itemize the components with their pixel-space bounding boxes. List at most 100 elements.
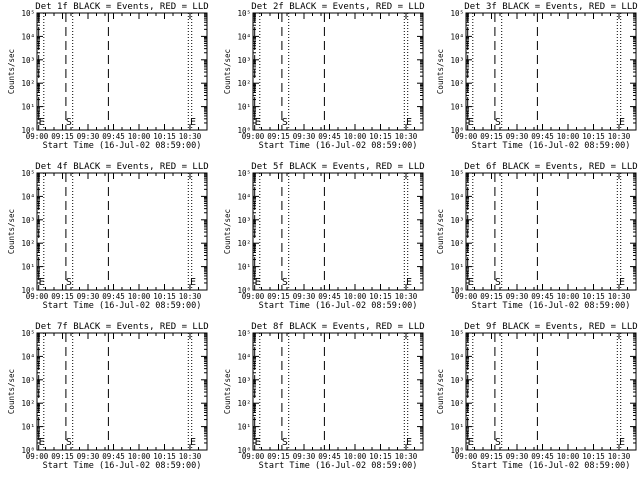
x-axis-label: Start Time (16-Jul-02 08:59:00) [472,461,631,471]
interval-marker: E [39,437,45,448]
plot-title: Det 8f BLACK = Events, RED = LLD [251,322,424,332]
y-tick-label: 10⁵ [237,329,251,338]
x-tick-label: 10:00 [557,292,580,301]
y-tick-label: 10⁵ [21,9,35,18]
x-tick-label: 10:30 [179,292,202,301]
x-tick-label: 10:30 [395,452,418,461]
y-tick-label: 10⁰ [450,286,464,295]
x-tick-label: 09:00 [26,452,49,461]
y-tick-label: 10⁰ [21,446,35,455]
y-tick-label: 10³ [450,216,464,225]
y-tick-label: 10⁵ [21,329,35,338]
x-axis-label: Start Time (16-Jul-02 08:59:00) [43,461,202,471]
x-tick-label: 09:00 [455,452,478,461]
y-tick-label: 10¹ [21,423,35,432]
x-tick-label: 09:15 [480,452,503,461]
x-tick-label: 10:00 [344,452,367,461]
y-tick-label: 10³ [450,376,464,385]
y-tick-label: 10² [21,79,35,88]
x-tick-label: 09:15 [51,452,74,461]
y-tick-label: 10¹ [21,103,35,112]
x-tick-label: 10:30 [395,132,418,141]
x-tick-label: 09:00 [26,132,49,141]
x-tick-label: 09:30 [77,452,100,461]
x-tick-label: 10:00 [128,452,151,461]
x-tick-label: 09:00 [455,292,478,301]
x-tick-label: 09:45 [102,132,125,141]
y-tick-label: 10² [21,399,35,408]
plot-title: Det 4f BLACK = Events, RED = LLD [35,162,208,172]
x-tick-label: 09:30 [506,292,529,301]
plot-frame [465,12,637,131]
y-tick-label: 10¹ [237,423,251,432]
x-tick-label: 09:15 [480,292,503,301]
y-tick-label: 10¹ [450,423,464,432]
y-tick-label: 10⁴ [450,192,464,201]
interval-marker: E [190,277,196,288]
x-tick-label: 09:30 [506,452,529,461]
y-axis-label: Counts/sec [7,49,16,94]
interval-marker: S [495,117,501,128]
y-tick-label: 10³ [21,216,35,225]
x-tick-label: 09:30 [293,452,316,461]
interval-marker: S [66,117,72,128]
x-axis-label: Start Time (16-Jul-02 08:59:00) [259,461,418,471]
x-tick-label: 09:15 [480,132,503,141]
y-tick-label: 10² [450,239,464,248]
y-axis-label: Counts/sec [223,49,232,94]
plot-frame [465,172,637,291]
interval-marker: E [468,437,474,448]
x-tick-label: 10:00 [344,132,367,141]
x-tick-label: 10:00 [128,132,151,141]
interval-marker: S [66,437,72,448]
detector-panel: Det 3f BLACK = Events, RED = LLD 10⁰ 10¹ 10… [436,2,638,151]
x-tick-label: 10:00 [128,292,151,301]
y-tick-label: 10⁴ [237,352,251,361]
x-tick-label: 09:00 [455,132,478,141]
y-tick-label: 10⁵ [237,9,251,18]
interval-marker: E [619,117,625,128]
x-axis-label: Start Time (16-Jul-02 08:59:00) [43,301,202,311]
y-tick-label: 10⁴ [237,192,251,201]
x-tick-label: 09:15 [267,452,290,461]
y-tick-label: 10⁴ [450,32,464,41]
x-axis-label: Start Time (16-Jul-02 08:59:00) [43,141,202,151]
x-axis-label: Start Time (16-Jul-02 08:59:00) [259,301,418,311]
y-tick-label: 10³ [21,376,35,385]
y-tick-label: 10⁴ [237,32,251,41]
y-tick-label: 10⁰ [450,446,464,455]
interval-marker: E [255,437,261,448]
y-tick-label: 10² [237,239,251,248]
plot-frame [36,332,208,451]
y-tick-label: 10⁰ [450,126,464,135]
interval-marker: E [406,437,412,448]
x-tick-label: 10:15 [153,292,176,301]
y-tick-label: 10² [237,79,251,88]
interval-marker: E [255,277,261,288]
x-tick-label: 10:30 [608,132,631,141]
interval-marker: S [282,277,288,288]
x-tick-label: 10:30 [395,292,418,301]
y-tick-label: 10⁴ [450,352,464,361]
detector-panel: Det 1f BLACK = Events, RED = LLD 10⁰ 10¹ 10… [7,2,209,151]
y-tick-label: 10⁴ [21,192,35,201]
x-tick-label: 09:45 [531,452,554,461]
x-tick-label: 10:30 [179,132,202,141]
y-tick-label: 10⁰ [237,126,251,135]
plot-title: Det 9f BLACK = Events, RED = LLD [464,322,637,332]
x-tick-label: 09:45 [531,292,554,301]
y-tick-label: 10² [237,399,251,408]
x-tick-label: 09:45 [318,292,341,301]
detector-panel: Det 7f BLACK = Events, RED = LLD 10⁰ 10¹ 10… [7,322,209,471]
x-tick-label: 09:00 [242,452,265,461]
y-tick-label: 10⁰ [237,286,251,295]
x-tick-label: 10:00 [557,452,580,461]
interval-marker: S [66,277,72,288]
x-axis-label: Start Time (16-Jul-02 08:59:00) [472,141,631,151]
y-axis-label: Counts/sec [436,49,445,94]
x-tick-label: 10:15 [582,452,605,461]
plot-frame [252,332,424,451]
x-tick-label: 09:15 [267,292,290,301]
x-tick-label: 10:00 [344,292,367,301]
interval-marker: E [406,117,412,128]
